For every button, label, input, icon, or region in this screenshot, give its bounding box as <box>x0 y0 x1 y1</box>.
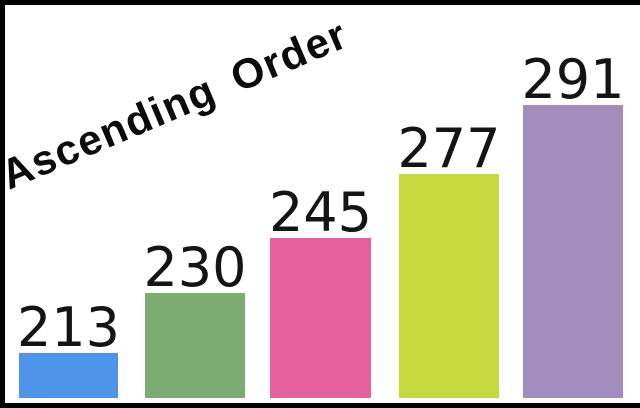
bar-5 <box>523 105 623 398</box>
chart-title: Ascending Order <box>0 9 355 199</box>
bar-4 <box>399 174 499 398</box>
frame-border-left <box>0 0 5 408</box>
bar-value-label-4: 277 <box>397 117 501 180</box>
bar-3 <box>270 238 371 398</box>
bar-value-label-1: 213 <box>16 296 121 359</box>
bar-value-label-3: 245 <box>268 181 373 244</box>
bar-1 <box>19 353 118 398</box>
bar-value-label-2: 230 <box>143 236 247 299</box>
bar-value-label-5: 291 <box>521 48 625 111</box>
frame-border-bottom <box>0 403 640 408</box>
frame-border-top <box>0 0 640 5</box>
bar-2 <box>145 293 245 398</box>
